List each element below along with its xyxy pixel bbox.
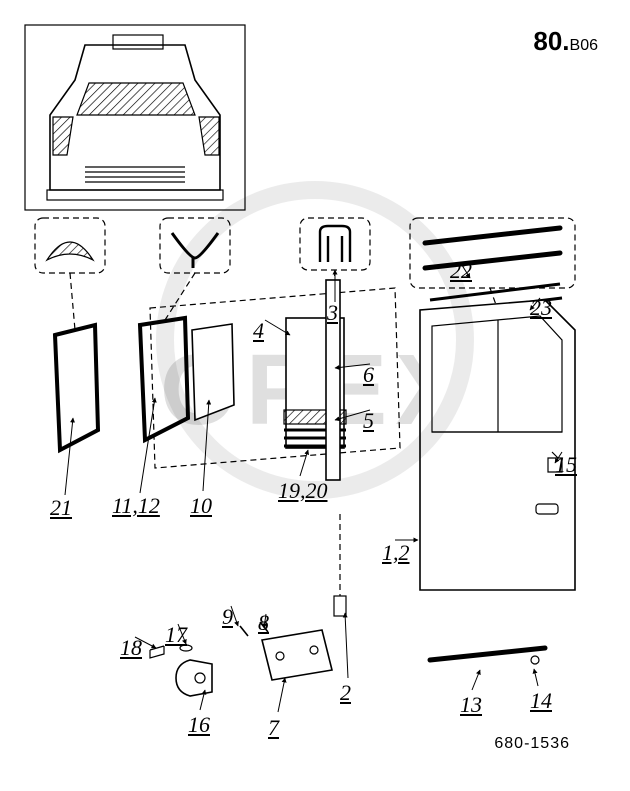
callout-4: 4	[253, 318, 264, 344]
diagram-art	[0, 0, 630, 791]
callout-10: 10	[190, 493, 212, 519]
callout-11-12: 11,12	[112, 493, 160, 519]
callout-19-20: 19,20	[278, 478, 328, 504]
callout-7: 7	[268, 715, 279, 741]
callout-18: 18	[120, 635, 142, 661]
callout-5: 5	[363, 408, 374, 434]
callout-3: 3	[327, 300, 338, 326]
page: { "header": { "section": "80.", "sub": "…	[0, 0, 630, 791]
callout-23: 23	[530, 295, 552, 321]
callout-1-2: 1,2	[382, 540, 410, 566]
callout-21: 21	[50, 495, 72, 521]
callout-8: 8	[258, 610, 269, 636]
callout-15: 15	[555, 452, 577, 478]
callout-16: 16	[188, 712, 210, 738]
callout-22: 22	[450, 258, 472, 284]
callout-6: 6	[363, 362, 374, 388]
callout-14: 14	[530, 688, 552, 714]
callout-13: 13	[460, 692, 482, 718]
callout-9: 9	[222, 604, 233, 630]
callout-2: 2	[340, 680, 351, 706]
callout-17: 17	[165, 622, 187, 648]
